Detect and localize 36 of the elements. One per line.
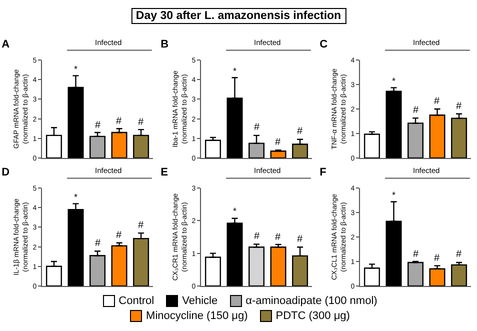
data-label: # [95,120,101,131]
data-label: # [138,117,144,128]
data-label: # [434,253,440,264]
data-label: * [392,190,396,200]
data-label: # [434,96,440,107]
data-label: * [74,64,78,74]
data-label: # [95,238,101,249]
data-label: # [138,220,144,231]
text: Day 30 after L. amazonensis infection [130,8,346,24]
chart-title: C [320,38,328,51]
data-label: * [233,66,237,76]
data-label: * [233,206,237,216]
chart-title: D [2,166,10,179]
data-label: # [116,230,122,241]
legend-label: Control [118,295,154,307]
chart-title: B [160,38,169,51]
data-label: # [456,249,462,260]
data-label: # [297,234,303,245]
data-label: # [275,137,281,148]
legend-label: Vehicle [182,295,218,307]
legend-label: PDTC (300 μg) [276,310,350,322]
data-label: * [392,76,396,86]
data-label: * [74,192,78,202]
chart-title: F [320,166,327,179]
chart-title: E [160,166,168,179]
data-label: # [413,249,419,260]
data-label: # [116,116,122,127]
data-label: # [297,126,303,137]
data-label: # [254,231,260,242]
data-label: # [456,101,462,112]
chart-title: A [2,38,10,51]
data-label: # [254,122,260,133]
data-label: # [275,232,281,243]
data-label: # [413,105,419,116]
legend-label: Minocycline (150 μg) [146,310,248,322]
legend-label: α-aminoadipate (100 nmol) [246,295,378,307]
